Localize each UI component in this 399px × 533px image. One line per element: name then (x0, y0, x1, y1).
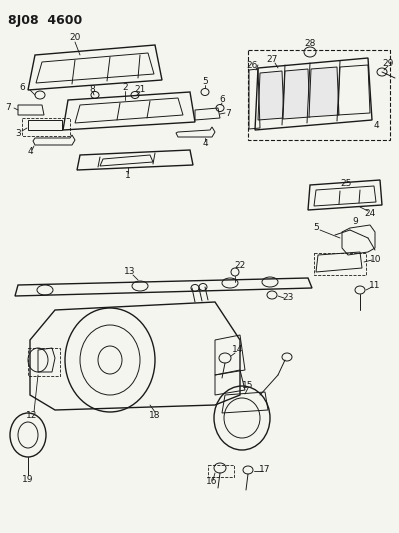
Text: 5: 5 (313, 223, 319, 232)
Text: 25: 25 (340, 179, 352, 188)
Text: 9: 9 (352, 217, 358, 227)
Text: 27: 27 (266, 55, 278, 64)
Bar (248, 50, 390, 140)
Text: 17: 17 (259, 465, 271, 474)
Text: 28: 28 (304, 38, 316, 47)
Text: 4: 4 (27, 148, 33, 157)
Text: 6: 6 (219, 95, 225, 104)
Text: 22: 22 (234, 261, 246, 270)
Text: 15: 15 (242, 381, 254, 390)
Text: 29: 29 (382, 59, 394, 68)
Text: 7: 7 (225, 109, 231, 117)
Text: 14: 14 (232, 345, 244, 354)
Text: 5: 5 (202, 77, 208, 86)
Text: 10: 10 (370, 255, 382, 264)
Text: 16: 16 (206, 478, 218, 487)
Text: 4: 4 (202, 139, 208, 148)
Text: 4: 4 (373, 120, 379, 130)
Text: 11: 11 (369, 280, 381, 289)
Polygon shape (258, 71, 284, 120)
Text: 1: 1 (125, 171, 131, 180)
Text: 20: 20 (69, 34, 81, 43)
Text: 3: 3 (15, 128, 21, 138)
Text: 8: 8 (89, 85, 95, 94)
Polygon shape (309, 67, 339, 117)
Bar (314, 253, 366, 275)
Text: 18: 18 (149, 410, 161, 419)
Text: 13: 13 (124, 268, 136, 277)
Text: 21: 21 (134, 85, 146, 94)
Text: 23: 23 (282, 294, 294, 303)
Text: 6: 6 (19, 84, 25, 93)
Bar (22, 118, 70, 136)
Text: 8J08  4600: 8J08 4600 (8, 14, 82, 27)
Bar (208, 465, 234, 477)
Text: 19: 19 (22, 475, 34, 484)
Text: 2: 2 (122, 84, 128, 93)
Bar (28, 348, 60, 376)
Text: 12: 12 (26, 410, 38, 419)
Text: 26: 26 (246, 61, 258, 69)
Polygon shape (283, 69, 310, 119)
Text: 24: 24 (364, 208, 375, 217)
Text: 7: 7 (5, 103, 11, 112)
